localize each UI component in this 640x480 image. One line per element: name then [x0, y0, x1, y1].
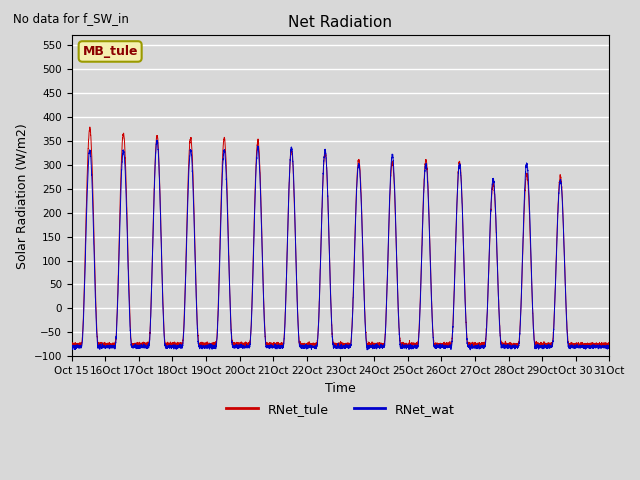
- Text: MB_tule: MB_tule: [83, 45, 138, 58]
- Text: No data for f_SW_in: No data for f_SW_in: [13, 12, 129, 25]
- Y-axis label: Solar Radiation (W/m2): Solar Radiation (W/m2): [15, 123, 28, 269]
- Legend: RNet_tule, RNet_wat: RNet_tule, RNet_wat: [221, 398, 460, 420]
- X-axis label: Time: Time: [325, 382, 356, 395]
- Title: Net Radiation: Net Radiation: [289, 15, 392, 30]
